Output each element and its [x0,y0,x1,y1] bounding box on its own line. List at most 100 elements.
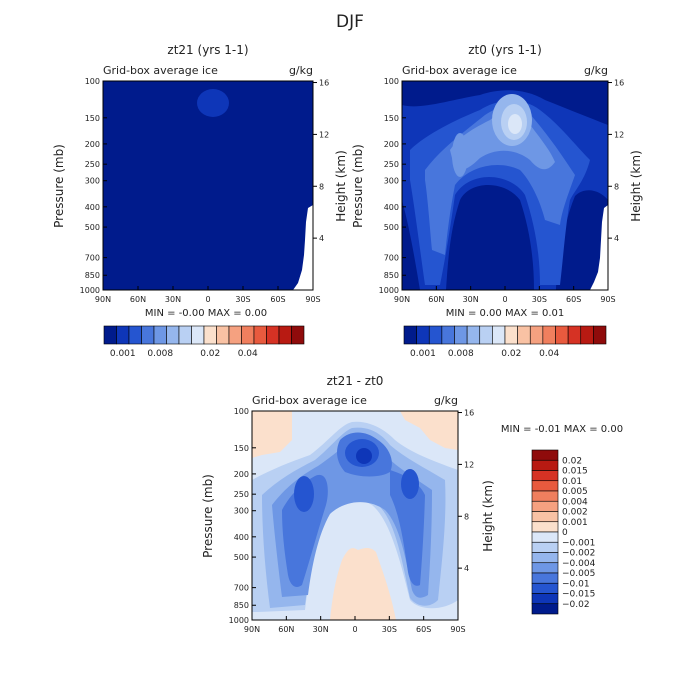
x-tick-label: 0 [352,625,357,634]
colorbar-swatch [166,325,180,345]
y-tick-label: 500 [85,223,100,232]
y2-tick-label: 16 [319,79,329,88]
colorbar-label: −0.005 [562,569,595,579]
contour-0.001 [197,89,229,117]
colorbar-swatch [531,449,559,461]
colorbar-label: 0.004 [562,497,588,507]
colorbar-swatch [153,325,167,345]
x-tick-label: 90N [95,295,111,304]
colorbar-label: 0.008 [147,349,173,359]
colorbar-swatch [216,325,230,345]
y-tick-label: 150 [85,114,100,123]
missing-data-region [590,205,608,290]
units-label: g/kg [584,64,608,77]
y-tick-label: 1000 [229,616,249,625]
colorbar-swatch [266,325,280,345]
y-tick-label: 200 [234,470,249,479]
y2-tick-label: 8 [614,182,619,191]
y-tick-label: 1000 [379,286,399,295]
contour-neg-0.01-sh [401,469,419,499]
colorbar-label: −0.01 [562,579,590,589]
colorbar-swatch [416,325,430,345]
colorbar-label: 0.02 [200,349,220,359]
colorbar-swatch [253,325,267,345]
panel-title: zt21 - zt0 [327,374,384,388]
y-tick-label: 300 [234,507,249,516]
y-axis-label: Pressure (mb) [201,474,215,558]
colorbar: 0.001 0.008 0.02 0.04 [403,325,607,359]
x-tick-label: 90S [600,295,615,304]
y-tick-label: 300 [384,177,399,186]
x-tick-label: 0 [205,295,210,304]
colorbar-swatch [531,603,559,615]
colorbar-swatch [542,325,556,345]
colorbar-label: −0.02 [562,600,590,610]
field-label: Grid-box average ice [103,64,218,77]
x-tick-label: 90S [305,295,320,304]
colorbar-swatch [531,541,559,553]
colorbar-label: 0.04 [539,349,559,359]
y-axis-label: Pressure (mb) [351,144,365,228]
contour-0.001-top-left [252,411,292,458]
x-tick-label: 90S [450,625,465,634]
y2-tick-label: 12 [464,460,474,469]
colorbar-swatch [531,531,559,543]
colorbar-label: 0.001 [110,349,136,359]
colorbar-swatch [531,480,559,492]
colorbar-label: 0.005 [562,487,588,497]
missing-data-region [293,205,313,290]
y2-tick-label: 8 [319,182,324,191]
y-tick-label: 100 [384,77,399,86]
y-tick-label: 300 [85,177,100,186]
x-tick-label: 60S [566,295,581,304]
colorbar-label: 0.008 [448,349,474,359]
colorbar-swatch [128,325,142,345]
colorbar-label: 0.04 [238,349,258,359]
colorbar-label: 0.001 [410,349,436,359]
x-tick-label: 30S [532,295,547,304]
heatmap-field [402,81,608,290]
colorbar-swatch [531,552,559,564]
colorbar-label: 0.001 [562,518,588,528]
figure-title: DJF [336,12,364,32]
y-tick-label: 150 [384,114,399,123]
colorbar-swatch [531,459,559,471]
y-tick-label: 400 [234,533,249,542]
y-tick-label: 250 [85,160,100,169]
colorbar-swatch [191,325,205,345]
y-tick-label: 100 [234,407,249,416]
colorbar-swatch [531,582,559,594]
x-tick-label: 30N [165,295,181,304]
x-tick-label: 60N [130,295,146,304]
contour-0.001-surface [330,548,396,620]
units-label: g/kg [289,64,313,77]
heatmap-field [252,411,458,620]
colorbar-swatch [529,325,544,345]
colorbar-swatch [531,511,559,523]
x-tick-label: 60S [416,625,431,634]
panel-zt21: zt21 (yrs 1-1) Grid-box average ice g/kg… [52,43,348,359]
panel-zt0: zt0 (yrs 1-1) Grid-box average ice g/kg … [351,43,643,359]
x-tick-label: 90N [244,625,260,634]
y2-tick-label: 12 [614,130,624,139]
colorbar-swatch [228,325,242,345]
colorbar-swatch [116,325,130,345]
y-tick-label: 150 [234,444,249,453]
colorbar-swatch [141,325,155,345]
colorbar-label: −0.004 [562,559,596,569]
panel-title: zt0 (yrs 1-1) [468,43,542,57]
x-tick-label: 30N [463,295,479,304]
y-tick-label: 200 [85,140,100,149]
colorbar-swatch [278,325,292,345]
y-tick-label: 850 [384,271,399,280]
x-tick-label: 60N [278,625,294,634]
y-tick-label: 500 [234,553,249,562]
colorbar-swatch [203,325,217,345]
y-axis-label: Pressure (mb) [52,144,66,228]
min-max-label: MIN = 0.00 MAX = 0.01 [446,308,565,319]
x-tick-label: 60S [270,295,285,304]
y-tick-label: 700 [384,254,399,263]
colorbar-swatch [441,325,455,345]
axes: 90N 60N 30N 0 30S 60S 90S 100 150 200 250 300 400 500… [229,407,475,634]
